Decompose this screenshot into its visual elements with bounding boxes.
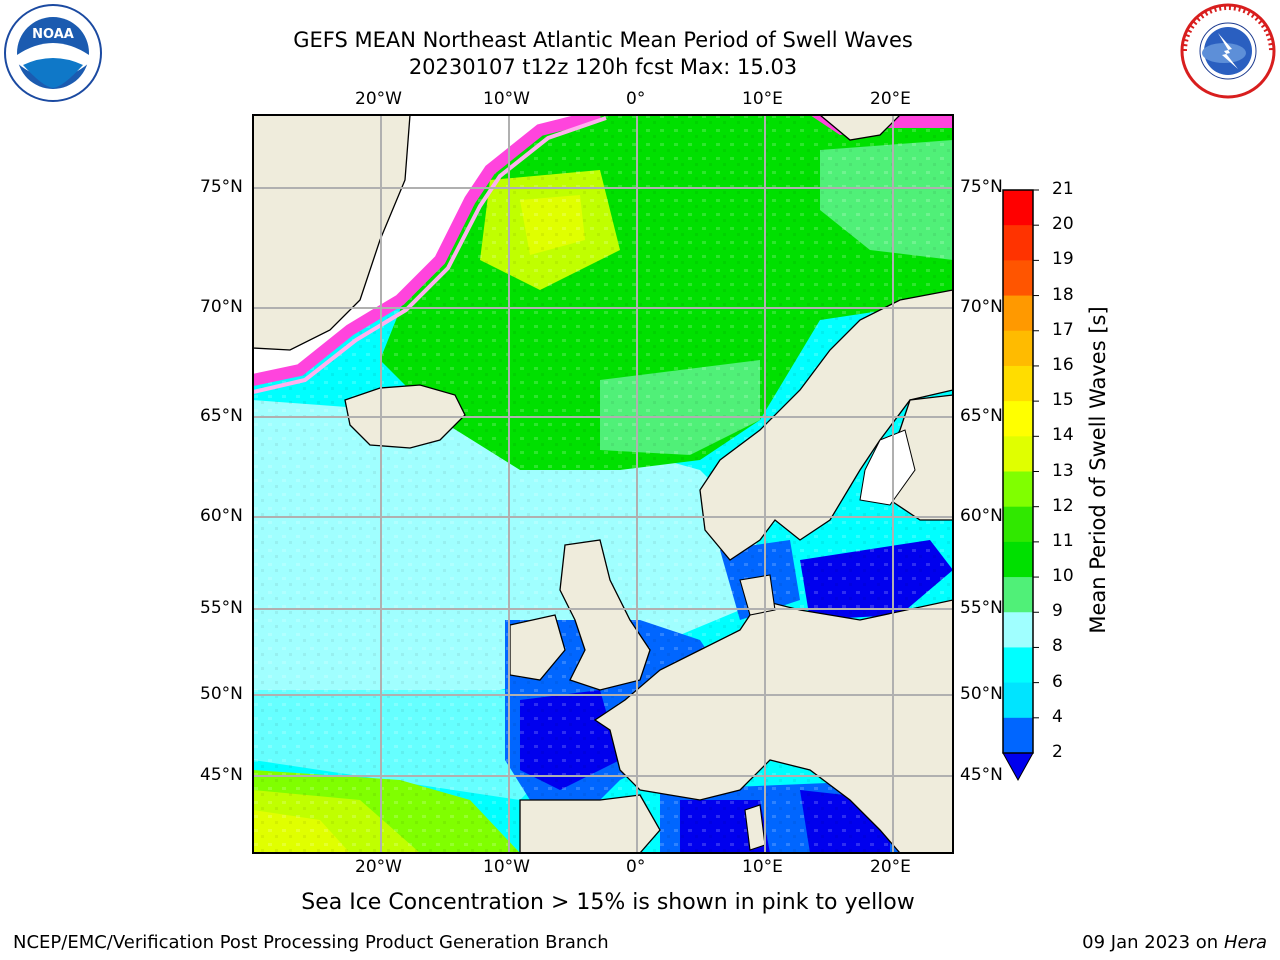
colorbar-segment xyxy=(1003,190,1033,226)
noaa-text: NOAA xyxy=(32,27,74,42)
title-line-1: GEFS MEAN Northeast Atlantic Mean Period… xyxy=(293,28,913,52)
lat-label-right: 65°N xyxy=(960,406,1003,426)
land-great-britain xyxy=(559,539,651,691)
colorbar-tick-label: 2 xyxy=(1052,742,1063,762)
colorbar-segment xyxy=(1003,647,1033,684)
colorbar-segment xyxy=(1003,577,1033,613)
lat-label-left: 75°N xyxy=(200,177,243,197)
colorbar-tick-label: 17 xyxy=(1052,319,1074,340)
lon-label-top: 10°W xyxy=(483,89,530,109)
sea-ice-edge xyxy=(253,115,602,386)
colorbar xyxy=(1003,189,1039,754)
lat-label-left: 55°N xyxy=(200,598,243,618)
colorbar-tick-label: 21 xyxy=(1052,179,1074,199)
title-line-2: 20230107 t12z 120h fcst Max: 15.03 xyxy=(408,55,798,79)
lat-label-left: 50°N xyxy=(200,684,243,704)
lon-label-top: 0° xyxy=(626,89,646,109)
colorbar-segment xyxy=(1003,682,1033,719)
footer-credit: NCEP/EMC/Verification Post Processing Pr… xyxy=(13,932,609,953)
footer-date-text: 09 Jan 2023 on xyxy=(1082,932,1224,953)
lat-label-right: 75°N xyxy=(960,177,1003,197)
colorbar-tick-label: 11 xyxy=(1052,530,1074,551)
lat-label-right: 55°N xyxy=(960,598,1003,618)
colorbar-tick-label: 6 xyxy=(1052,671,1063,692)
colorbar-tick-label: 12 xyxy=(1052,495,1074,516)
colorbar-segment xyxy=(1003,717,1033,754)
lon-label-top: 10°E xyxy=(742,89,783,109)
lat-label-left: 60°N xyxy=(200,506,243,526)
colorbar-segment xyxy=(1003,612,1033,648)
colorbar-segment xyxy=(1003,365,1033,402)
lat-label-left: 65°N xyxy=(200,406,243,426)
colorbar-segment xyxy=(1003,225,1033,261)
colorbar-segment xyxy=(1003,260,1033,297)
colorbar-frame xyxy=(1002,189,1034,754)
colorbar-segment xyxy=(1003,541,1033,578)
lon-label-bottom: 10°E xyxy=(742,857,783,877)
lon-label-bottom: 20°E xyxy=(870,857,911,877)
colorbar-segment xyxy=(1003,401,1033,437)
colorbar-tick-label: 16 xyxy=(1052,354,1074,375)
colorbar-segment xyxy=(1003,506,1033,543)
colorbar-tick-label: 14 xyxy=(1052,425,1074,446)
colorbar-segment xyxy=(1003,436,1033,472)
land-iberia xyxy=(519,794,661,853)
colorbar-tick-label: 19 xyxy=(1052,249,1074,270)
lat-label-right: 60°N xyxy=(960,506,1003,526)
lat-label-right: 50°N xyxy=(960,684,1003,704)
colorbar-segment xyxy=(1003,330,1033,367)
colorbar-tick-label: 15 xyxy=(1052,390,1074,411)
lon-label-bottom: 0° xyxy=(626,857,646,877)
lon-label-bottom: 10°W xyxy=(483,857,530,877)
lat-label-right: 70°N xyxy=(960,297,1003,317)
lon-label-bottom: 20°W xyxy=(355,857,402,877)
map-frame xyxy=(252,114,954,854)
footer-date: 09 Jan 2023 on Hera xyxy=(1082,932,1267,953)
colorbar-segment xyxy=(1003,471,1033,508)
colorbar-tick-label: 4 xyxy=(1052,706,1063,727)
colorbar-segment xyxy=(1003,295,1033,332)
lat-label-right: 45°N xyxy=(960,765,1003,785)
noaa-logo-icon: NOAA xyxy=(3,3,103,103)
colorbar-tick-label: 13 xyxy=(1052,460,1074,481)
colorbar-tick-label: 18 xyxy=(1052,284,1074,305)
graticule xyxy=(253,115,953,853)
lon-label-top: 20°E xyxy=(870,89,911,109)
colorbar-tick-label: 9 xyxy=(1052,601,1063,622)
colorbar-tick-label: 20 xyxy=(1052,214,1074,235)
lat-label-left: 70°N xyxy=(200,297,243,317)
colorbar-under-arrow xyxy=(1002,752,1034,782)
sea-ice-caption: Sea Ice Concentration > 15% is shown in … xyxy=(301,890,915,915)
colorbar-tick-label: 10 xyxy=(1052,566,1074,587)
land-greenland xyxy=(253,115,411,351)
lon-label-top: 20°W xyxy=(355,89,402,109)
colorbar-tick-label: 8 xyxy=(1052,636,1063,657)
lat-label-left: 45°N xyxy=(200,765,243,785)
colorbar-title: Mean Period of Swell Waves [s] xyxy=(1086,306,1110,634)
footer-host: Hera xyxy=(1223,932,1267,953)
nws-logo-icon xyxy=(1180,3,1276,99)
